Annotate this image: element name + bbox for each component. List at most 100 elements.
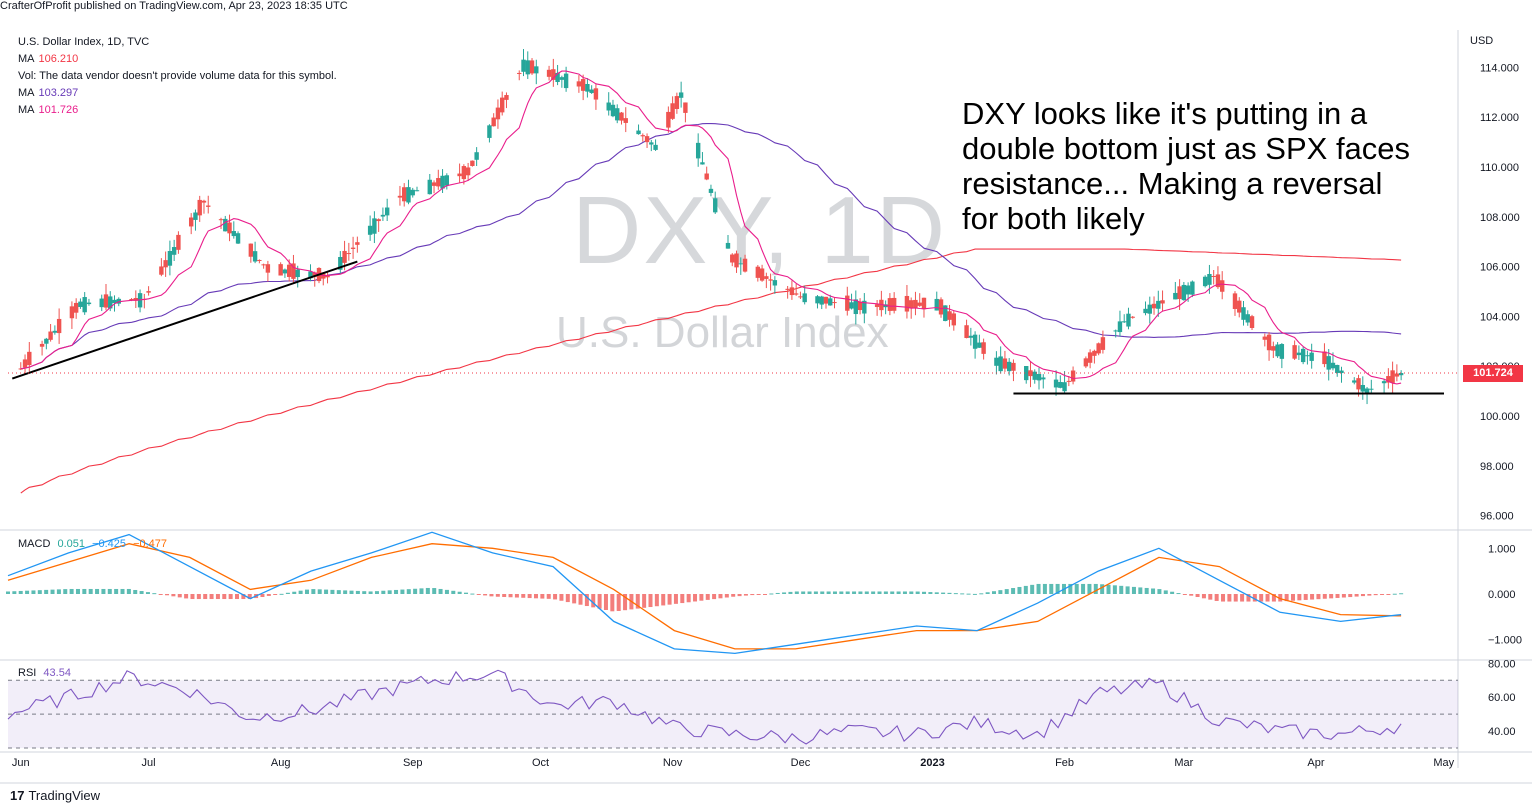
- macd-histogram-bar: [1125, 586, 1130, 594]
- macd-histogram-bar: [693, 594, 698, 602]
- symbol-watermark: DXY, 1D: [572, 177, 948, 284]
- candle-body: [457, 173, 462, 177]
- macd-histogram-bar: [336, 590, 341, 594]
- candle-body: [730, 254, 735, 263]
- candle-body: [372, 218, 377, 234]
- candle-body: [1190, 281, 1195, 295]
- ma1-legend[interactable]: MA 106.210: [18, 51, 337, 68]
- macd-histogram-bar: [203, 594, 208, 600]
- macd-histogram-bar: [438, 588, 443, 594]
- vol-legend[interactable]: Vol: The data vendor doesn't provide vol…: [18, 70, 337, 82]
- macd-histogram-bar: [514, 594, 519, 598]
- candle-body: [772, 280, 778, 286]
- candle-body: [218, 219, 224, 221]
- candle-body: [1245, 314, 1250, 323]
- macd-histogram-bar: [972, 593, 977, 595]
- macd-histogram-bar: [985, 592, 990, 594]
- macd-histogram-bar: [381, 590, 386, 594]
- macd-histogram-bar: [1100, 584, 1105, 594]
- macd-histogram-bar: [718, 594, 723, 599]
- macd-histogram-bar: [820, 591, 825, 594]
- macd-histogram-bar: [769, 593, 774, 595]
- macd-histogram-bar: [1106, 584, 1111, 594]
- candle-body: [73, 302, 79, 313]
- candle-body: [78, 301, 83, 307]
- macd-histogram-bar: [858, 591, 863, 594]
- symbol-title[interactable]: U.S. Dollar Index, 1D, TVC: [18, 36, 150, 48]
- macd-histogram-bar: [165, 594, 170, 596]
- candle-body: [585, 84, 590, 92]
- candle-body: [674, 96, 680, 109]
- macd-histogram-bar: [235, 594, 240, 600]
- ma3-legend[interactable]: MA 101.726: [18, 102, 337, 119]
- candle-body: [908, 300, 914, 309]
- candle-body: [146, 291, 151, 293]
- candle-body: [410, 189, 415, 196]
- candle-body: [789, 287, 795, 296]
- macd-histogram-bar: [737, 594, 742, 597]
- macd-histogram-bar: [470, 593, 475, 595]
- last-price-label: 101.724: [1463, 365, 1523, 383]
- candle-body: [1266, 334, 1272, 351]
- macd-label: MACD: [18, 538, 51, 550]
- macd-histogram-bar: [1042, 583, 1047, 594]
- candle-body: [384, 207, 390, 216]
- candle-body: [764, 276, 769, 279]
- candle-body: [176, 234, 181, 250]
- candle-body: [678, 92, 684, 98]
- candle-body: [112, 299, 117, 304]
- candle-body: [1058, 382, 1063, 388]
- macd-histogram-bar: [285, 592, 290, 594]
- macd-histogram-bar: [998, 590, 1003, 594]
- macd-histogram-bar: [661, 594, 666, 606]
- price-tick-label: 98.000: [1480, 461, 1514, 473]
- macd-histogram-bar: [273, 594, 278, 595]
- date-tick-label: 2023: [920, 757, 944, 769]
- macd-histogram-bar: [731, 594, 736, 597]
- macd-histogram-bar: [1290, 594, 1295, 601]
- candle-body: [1356, 378, 1361, 390]
- name-watermark: U.S. Dollar Index: [556, 308, 889, 357]
- candle-body: [640, 135, 645, 137]
- candle-body: [86, 302, 92, 305]
- rsi-tick-label: 60.00: [1488, 692, 1516, 704]
- annotation-text[interactable]: DXY looks like it's putting in a double …: [962, 96, 1411, 236]
- candle-body: [1028, 370, 1033, 377]
- macd-histogram-bar: [1246, 594, 1251, 602]
- candle-body: [465, 167, 471, 176]
- price-tick-label: 112.000: [1480, 112, 1519, 124]
- candle-body: [491, 117, 496, 127]
- macd-histogram-bar: [1030, 584, 1035, 594]
- candle-body: [159, 266, 164, 275]
- macd-histogram-bar: [1131, 586, 1136, 594]
- macd-histogram-bar: [1011, 588, 1016, 594]
- macd-legend[interactable]: MACD 0.051 −0.425 −0.477: [18, 536, 171, 553]
- macd-histogram-bar: [673, 594, 678, 604]
- rsi-label: RSI: [18, 667, 37, 679]
- macd-histogram-bar: [1112, 585, 1117, 594]
- macd-histogram-bar: [495, 594, 500, 597]
- candle-body: [708, 188, 714, 193]
- candle-body: [414, 190, 420, 192]
- candle-body: [406, 187, 411, 203]
- macd-tick-label: 1.000: [1488, 543, 1516, 555]
- macd-histogram-bar: [37, 590, 42, 594]
- macd-histogram-bar: [1087, 583, 1092, 594]
- candle-body: [82, 297, 87, 313]
- candle-body: [802, 293, 807, 303]
- macd-histogram-bar: [1278, 594, 1283, 602]
- ma-mid-line: [20, 123, 1402, 370]
- ma2-legend[interactable]: MA 103.297: [18, 85, 337, 102]
- candle-body: [793, 293, 799, 295]
- macd-histogram-bar: [922, 591, 927, 594]
- footer-brand[interactable]: 17 TradingView: [10, 788, 100, 803]
- candle-body: [521, 59, 526, 72]
- candle-body: [798, 296, 803, 298]
- candle-body: [525, 60, 530, 75]
- candle-body: [495, 107, 501, 120]
- rsi-legend[interactable]: RSI 43.54: [18, 665, 75, 682]
- candle-body: [1364, 388, 1370, 395]
- macd-histogram-bar: [349, 590, 354, 594]
- macd-histogram-bar: [909, 591, 914, 594]
